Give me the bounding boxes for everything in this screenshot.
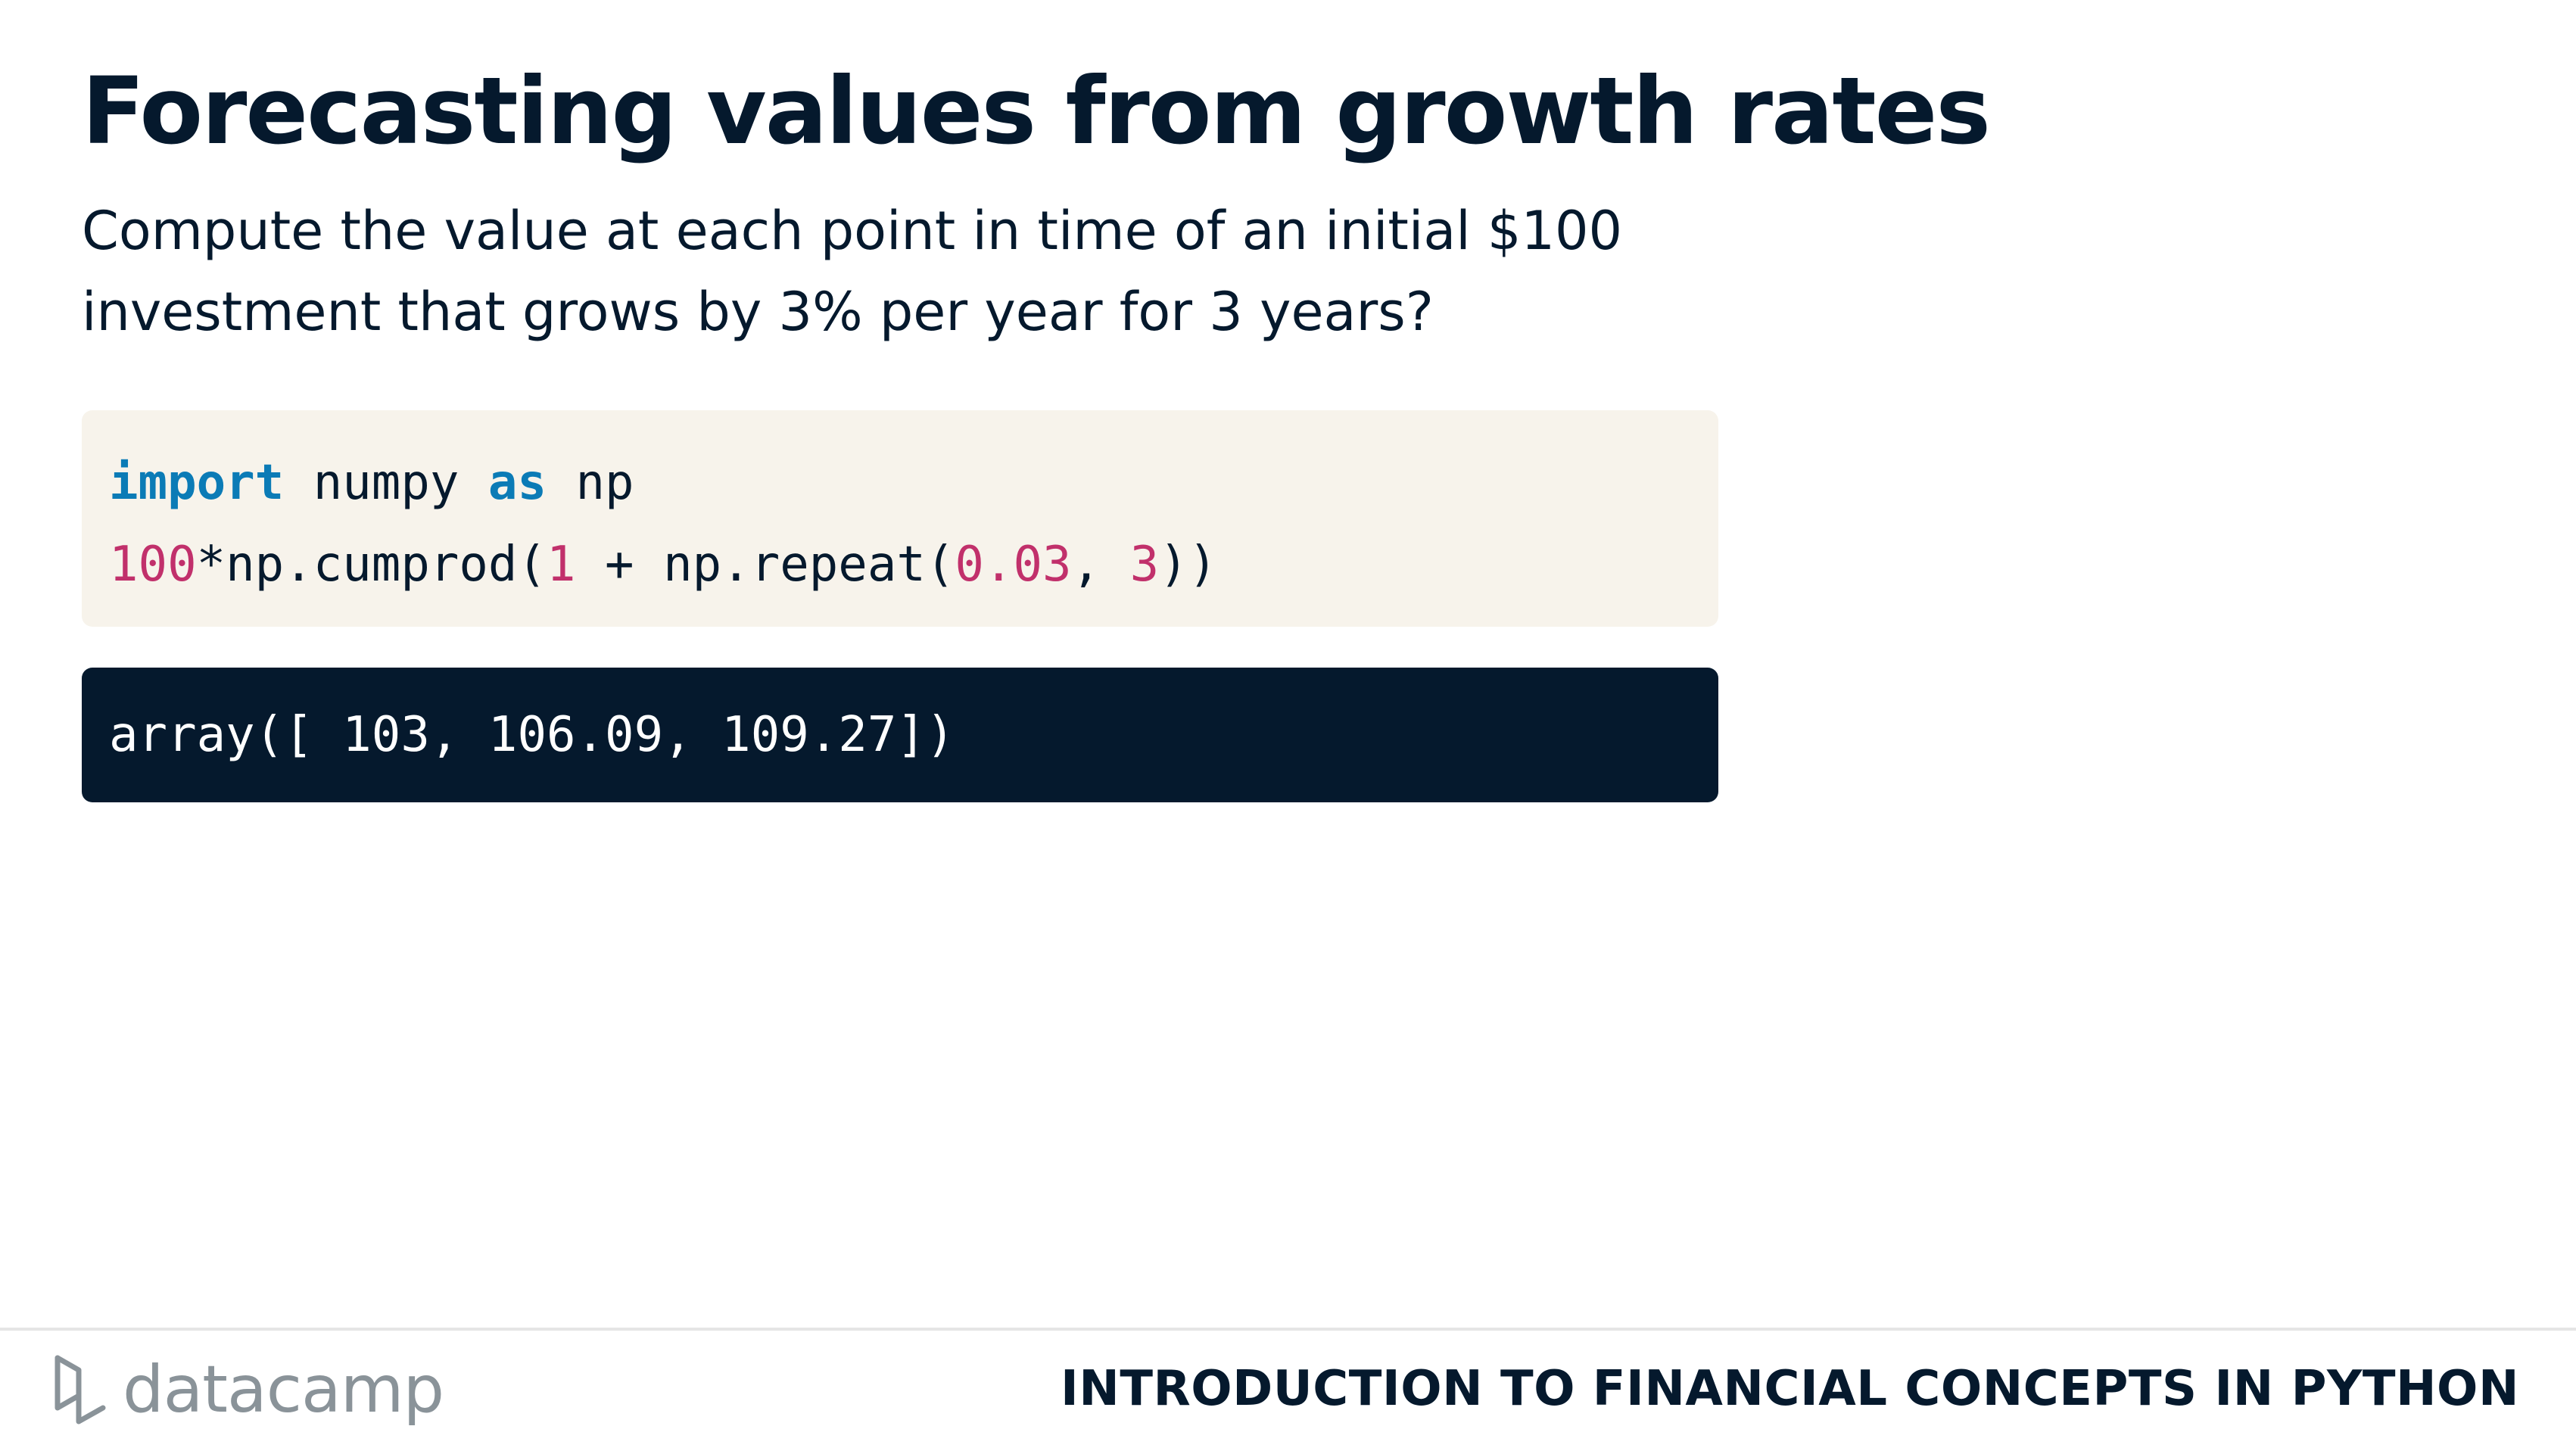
code-block: import numpy as np 100*np.cumprod(1 + np… xyxy=(82,410,1718,627)
code-text: np xyxy=(546,455,634,511)
footer-divider xyxy=(0,1328,2576,1331)
code-number: 0.03 xyxy=(955,537,1072,593)
code-text: + np.repeat( xyxy=(575,537,955,593)
code-text: )) xyxy=(1159,537,1218,593)
logo-wordmark: datacamp xyxy=(123,1352,444,1428)
code-number: 100 xyxy=(109,537,197,593)
code-text: *np.cumprod( xyxy=(196,537,547,593)
code-number: 1 xyxy=(546,537,576,593)
code-text: numpy xyxy=(284,455,488,511)
output-text: array([ 103, 106.09, 109.27]) xyxy=(109,707,955,763)
output-block: array([ 103, 106.09, 109.27]) xyxy=(82,668,1718,802)
code-keyword-import: import xyxy=(109,455,285,511)
code-line-2: 100*np.cumprod(1 + np.repeat(0.03, 3)) xyxy=(109,524,1718,606)
code-keyword-as: as xyxy=(487,455,547,511)
datacamp-logo: datacamp xyxy=(53,1352,444,1428)
code-line-1: import numpy as np xyxy=(109,442,1718,524)
code-text: , xyxy=(1071,537,1130,593)
slide-title: Forecasting values from growth rates xyxy=(82,58,1991,165)
course-title: INTRODUCTION TO FINANCIAL CONCEPTS IN PY… xyxy=(1060,1361,2519,1417)
slide-subtitle: Compute the value at each point in time … xyxy=(82,200,1623,343)
datacamp-logo-icon xyxy=(55,1355,106,1425)
code-number: 3 xyxy=(1129,537,1160,593)
